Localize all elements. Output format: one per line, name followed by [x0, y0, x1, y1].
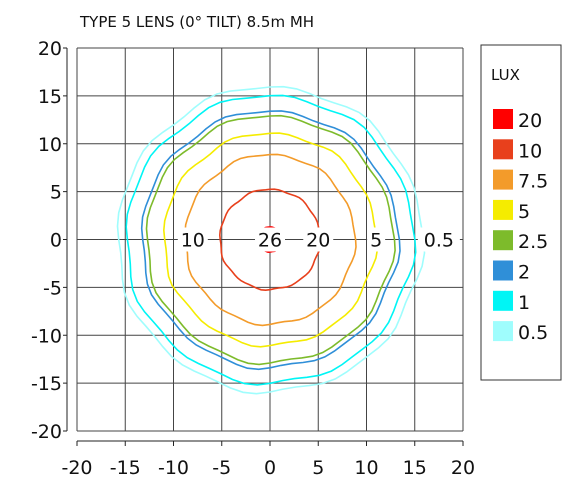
x-tick-label: 5: [312, 457, 324, 479]
y-tick-label: -10: [31, 325, 62, 347]
legend-title: LUX: [491, 66, 520, 84]
contour-label-bg: [303, 227, 334, 252]
legend-swatch: [493, 290, 513, 311]
legend-label: 20: [518, 110, 542, 132]
x-tick-label: 0: [264, 457, 276, 479]
x-tick-label: -5: [212, 457, 231, 479]
contour-label: 20: [306, 230, 330, 252]
contour-label: 10: [181, 230, 205, 252]
contour-label-bg: [367, 227, 386, 252]
y-tick-label: 20: [38, 38, 62, 60]
y-tick-label: -5: [43, 277, 62, 299]
legend-swatch: [493, 199, 513, 220]
contour-labels: 10 26 20 5 0.5: [177, 227, 460, 252]
legend-label: 1: [518, 292, 530, 314]
contour-line: [145, 114, 396, 366]
contour-label: 26: [258, 230, 282, 252]
legend-label: 0.5: [518, 322, 548, 344]
x-tick-label: -20: [61, 457, 92, 479]
legend-label: 10: [518, 140, 542, 162]
x-tick-label: -10: [158, 457, 189, 479]
y-tick-label: -20: [31, 421, 62, 443]
y-tick-label: 10: [38, 134, 62, 156]
axes: 20 15 10 5 0 -5 -10 -15 -20 -20 -15 -10 -5 0 5 10 15 20: [31, 38, 475, 479]
x-tick-label: -15: [110, 457, 141, 479]
y-tick-label: -15: [31, 373, 62, 395]
legend-items: 20 10 7.5 5 2.5 2 1 0.5: [493, 109, 548, 344]
legend-label: 7.5: [518, 171, 548, 193]
legend-label: 2.5: [518, 231, 548, 253]
legend-label: 2: [518, 262, 530, 284]
y-tick-label: 5: [50, 182, 62, 204]
contour-line: [162, 132, 379, 348]
contour-label: 5: [370, 230, 382, 252]
legend-swatch: [493, 169, 513, 190]
contour-line: [218, 188, 322, 292]
y-tick-label: 15: [38, 86, 62, 108]
legend-swatch: [493, 321, 513, 342]
contour-label-bg: [255, 227, 285, 252]
legend-label: 5: [518, 201, 530, 223]
legend-swatch: [493, 260, 513, 281]
legend-swatch: [493, 230, 513, 251]
contour-label: 0.5: [424, 230, 454, 252]
contour-label-bg: [177, 227, 208, 252]
contour-line: [116, 85, 426, 395]
y-tick-label: 0: [50, 230, 62, 252]
x-tick-label: 10: [354, 457, 378, 479]
chart-title: TYPE 5 LENS (0° TILT) 8.5m MH: [79, 13, 314, 31]
x-tick-label: 20: [451, 457, 475, 479]
contour-line: [125, 94, 417, 386]
legend: LUX 20 10 7.5 5 2.5 2 1 0.5: [480, 44, 562, 381]
contour-line: [140, 110, 401, 371]
legend-swatch: [493, 109, 513, 129]
legend-swatch: [493, 139, 513, 160]
contour-lines: [116, 85, 426, 395]
contour-label-bg: [417, 227, 460, 252]
x-tick-label: 15: [403, 457, 427, 479]
